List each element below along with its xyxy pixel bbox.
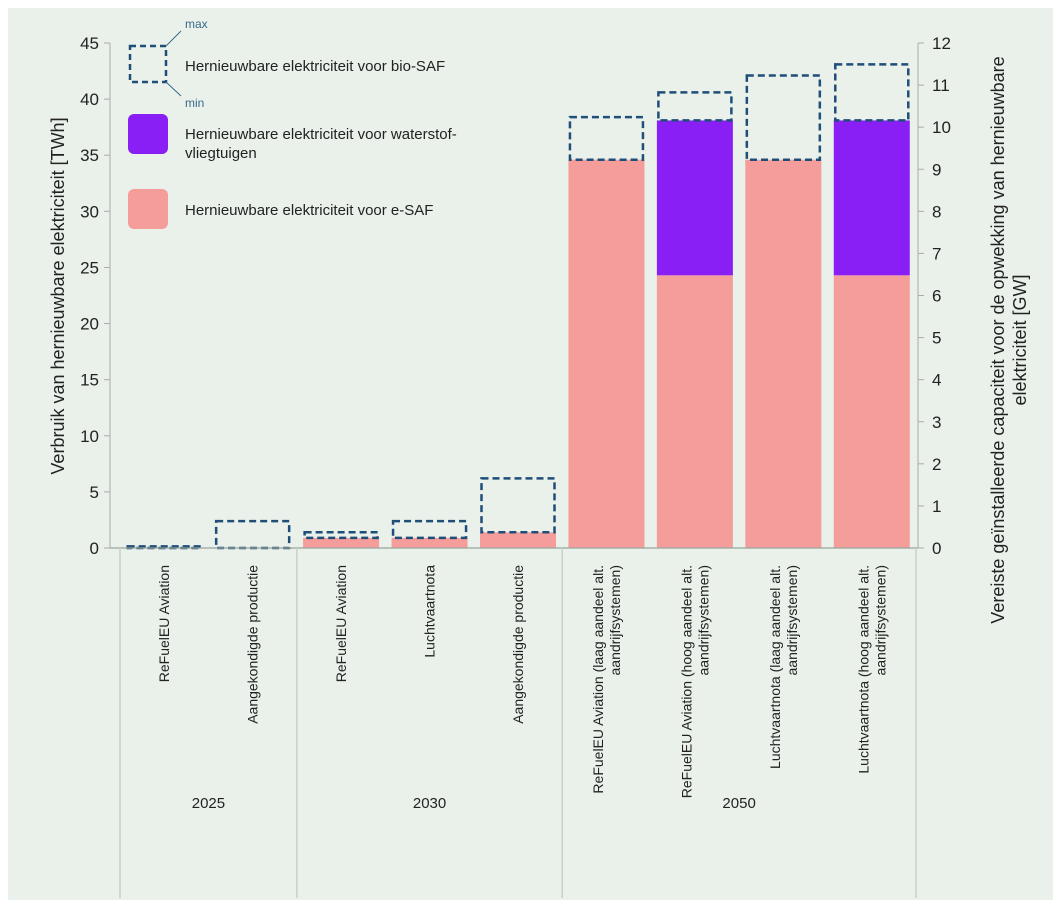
- bar-esaf: [480, 532, 556, 548]
- y-left-tick-label: 0: [90, 539, 99, 558]
- bar-esaf: [391, 537, 468, 548]
- legend-label-esaf: Hernieuwbare elektriciteit voor e-SAF: [185, 202, 433, 219]
- y-right-tick-label: 4: [932, 371, 941, 390]
- y-left-axis-title: Verbruik van hernieuwbare elektriciteit …: [48, 117, 68, 474]
- y-left-tick-label: 10: [80, 427, 99, 446]
- y-left-tick-label: 35: [80, 146, 99, 165]
- y-left-tick-label: 45: [80, 34, 99, 53]
- legend-min-leader: [165, 81, 182, 97]
- y-right-tick-label: 12: [932, 34, 951, 53]
- category-label: Luchtvaartnota (laag aandeel alt.: [767, 565, 783, 769]
- y-right-tick-label: 5: [932, 329, 941, 348]
- bar-esaf: [303, 537, 380, 548]
- bar-biosaf-range: [657, 91, 733, 122]
- y-right-axis-title-line: elektriciteit [GW]: [1010, 274, 1030, 405]
- category-label: aandrijfsystemen): [784, 565, 800, 676]
- legend-max-leader: [165, 30, 182, 47]
- category-label: aandrijfsystemen): [872, 565, 888, 676]
- category-label: aandrijfsystemen): [695, 565, 711, 676]
- category-label: Aangekondigde productie: [245, 565, 261, 724]
- category-label: aandrijfsystemen): [607, 565, 623, 676]
- category-label: ReFuelEU Aviation (laag aandeel alt.: [590, 565, 606, 794]
- bar-hydrogen: [833, 120, 910, 276]
- category-label: Aangekondigde productie: [510, 565, 526, 724]
- y-left-tick-label: 15: [80, 371, 99, 390]
- legend-label-hydrogen: Hernieuwbare elektriciteit voor watersto…: [185, 126, 457, 162]
- y-right-axis-title-line: Vereiste geïnstalleerde capaciteit voor …: [988, 56, 1008, 623]
- legend-max-label: max: [185, 17, 208, 31]
- legend-min-label: min: [185, 96, 204, 110]
- y-right-tick-label: 11: [932, 76, 950, 95]
- y-right-tick-label: 10: [932, 118, 951, 137]
- bar-biosaf-range: [391, 519, 468, 540]
- bar-biosaf-range: [480, 477, 556, 534]
- y-right-tick-label: 2: [932, 455, 941, 474]
- y-right-tick-label: 7: [932, 244, 941, 263]
- bar-biosaf-range: [834, 63, 910, 122]
- y-right-tick-label: 8: [932, 202, 941, 221]
- group-label: 2025: [192, 795, 225, 812]
- category-label: Luchtvaartnota: [422, 565, 438, 658]
- y-right-tick-label: 3: [932, 413, 941, 432]
- y-left-tick-label: 20: [80, 315, 99, 334]
- legend-label-hydrogen-line: vliegtuigen: [185, 145, 257, 162]
- legend-label-biosaf: Hernieuwbare elektriciteit voor bio-SAF: [185, 58, 445, 75]
- legend-swatch-biosaf: [128, 44, 168, 84]
- category-label: Luchtvaartnota (hoog aandeel alt.: [855, 565, 871, 774]
- bar-biosaf-range: [568, 115, 645, 161]
- bar-esaf: [833, 275, 910, 548]
- bar-biosaf-range: [303, 531, 379, 540]
- bar-esaf: [745, 159, 822, 548]
- y-left-tick-label: 40: [80, 90, 99, 109]
- y-right-tick-label: 9: [932, 160, 941, 179]
- legend-label-hydrogen-line: Hernieuwbare elektriciteit voor watersto…: [185, 126, 457, 143]
- category-label: ReFuelEU Aviation: [156, 565, 172, 682]
- y-left-tick-label: 30: [80, 202, 99, 221]
- y-right-axis-title: Vereiste geïnstalleerde capaciteit voor …: [988, 56, 1030, 623]
- y-right-tick-label: 1: [932, 497, 941, 516]
- bar-hydrogen: [656, 120, 733, 276]
- y-left-tick-label: 5: [90, 483, 99, 502]
- legend-swatch-hydrogen: [128, 114, 168, 154]
- y-right-tick-label: 0: [932, 539, 941, 558]
- bar-esaf: [568, 159, 645, 548]
- y-left-tick-label: 25: [80, 258, 99, 277]
- bar-biosaf-range: [745, 74, 822, 161]
- y-right-tick-label: 6: [932, 287, 941, 306]
- category-label: ReFuelEU Aviation: [333, 565, 349, 682]
- group-label: 2030: [413, 795, 446, 812]
- bar-esaf: [656, 275, 733, 548]
- group-label: 2050: [722, 795, 755, 812]
- category-label: ReFuelEU Aviation (hoog aandeel alt.: [678, 565, 694, 798]
- legend-swatch-esaf: [128, 189, 168, 229]
